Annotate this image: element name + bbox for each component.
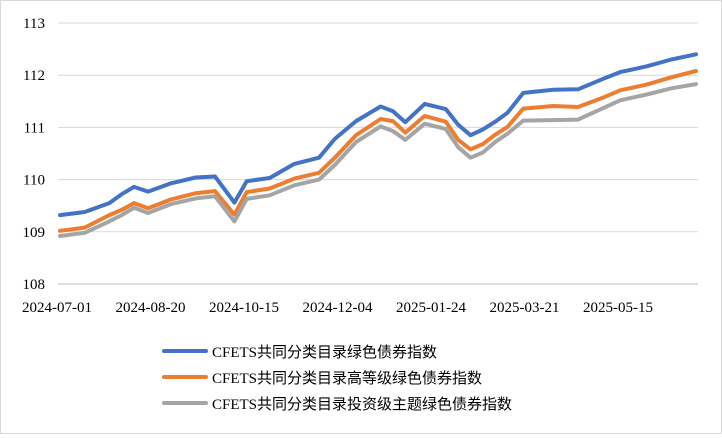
series-line-1 — [58, 52, 698, 218]
y-tick-label: 110 — [23, 173, 45, 189]
y-tick-label: 111 — [24, 120, 45, 136]
y-tick-label: 113 — [23, 16, 45, 32]
x-tick-label: 2025-03-21 — [490, 300, 560, 316]
x-tick-label: 2025-05-15 — [583, 300, 653, 316]
grid-lines — [58, 22, 698, 285]
legend-label-1: CFETS共同分类目录绿色债券指数 — [212, 344, 437, 361]
legend: CFETS共同分类目录绿色债券指数 CFETS共同分类目录高等级绿色债券指数 CFE… — [162, 344, 512, 413]
legend-label-3: CFETS共同分类目录投资级主题绿色债券指数 — [212, 396, 512, 413]
series-line-3 — [58, 82, 698, 238]
y-tick-label: 109 — [23, 225, 46, 241]
y-tick-label: 112 — [23, 68, 45, 84]
x-tick-label: 2024-10-15 — [209, 300, 279, 316]
legend-label-2: CFETS共同分类目录高等级绿色债券指数 — [212, 369, 482, 387]
x-tick-label: 2025-01-24 — [396, 300, 466, 316]
y-axis-labels: 108 109 110 111 112 113 — [23, 16, 46, 293]
x-tick-label: 2024-07-01 — [22, 300, 92, 316]
series-lines — [58, 52, 698, 238]
y-tick-label: 108 — [23, 277, 46, 293]
series-line-2 — [58, 69, 698, 233]
x-tick-label: 2024-12-04 — [303, 300, 373, 316]
x-tick-label: 2024-08-20 — [116, 300, 186, 316]
x-axis-labels: 2024-07-01 2024-08-20 2024-10-15 2024-12-04… — [22, 300, 653, 316]
